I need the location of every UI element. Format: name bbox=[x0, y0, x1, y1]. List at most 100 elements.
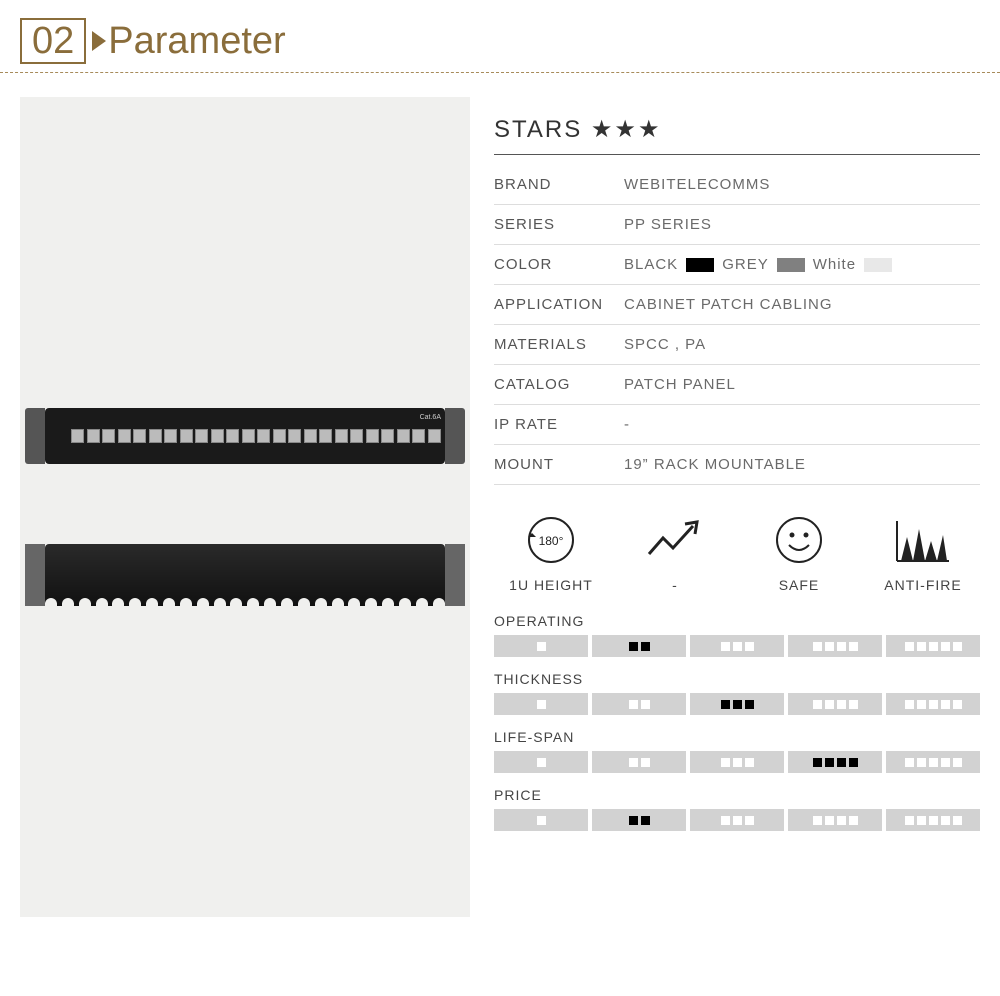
spec-row: COLORBLACKGREYWhite bbox=[494, 245, 980, 285]
rating-dot bbox=[917, 758, 926, 767]
rating-dot bbox=[537, 700, 546, 709]
rating-dot bbox=[813, 816, 822, 825]
feature-label: ANTI-FIRE bbox=[884, 577, 961, 593]
rating-dot bbox=[917, 816, 926, 825]
rating-cell bbox=[592, 809, 686, 831]
rating-cell bbox=[886, 635, 980, 657]
spec-value: BLACKGREYWhite bbox=[624, 256, 980, 273]
rotate180-icon: 180° bbox=[524, 515, 578, 565]
rating-dot bbox=[905, 758, 914, 767]
rating-dot bbox=[733, 816, 742, 825]
rating-dot bbox=[905, 816, 914, 825]
feature-item: 180° 1U HEIGHT bbox=[494, 515, 608, 593]
rj45-port bbox=[133, 429, 146, 443]
rating-dot bbox=[929, 816, 938, 825]
rj45-port bbox=[273, 429, 286, 443]
spec-label: IP RATE bbox=[494, 416, 624, 433]
spec-label: BRAND bbox=[494, 176, 624, 193]
rating-block: OPERATING bbox=[494, 613, 980, 657]
mount-ear-back-left bbox=[25, 544, 45, 606]
rating-dot bbox=[849, 642, 858, 651]
ports-row bbox=[71, 429, 442, 443]
rj45-port bbox=[366, 429, 379, 443]
spec-row: MOUNT19” RACK MOUNTABLE bbox=[494, 445, 980, 485]
feature-item: - bbox=[618, 515, 732, 593]
rating-dot bbox=[629, 700, 638, 709]
rating-cell bbox=[494, 809, 588, 831]
spec-row: IP RATE- bbox=[494, 405, 980, 445]
rating-cell bbox=[592, 635, 686, 657]
cable-guide-scallop bbox=[45, 598, 445, 614]
rating-bar bbox=[494, 635, 980, 657]
color-swatch bbox=[686, 258, 714, 272]
rj45-port bbox=[118, 429, 131, 443]
rating-dot bbox=[825, 816, 834, 825]
rating-bar bbox=[494, 809, 980, 831]
rj45-port bbox=[164, 429, 177, 443]
spec-row: BRANDWEBITELECOMMS bbox=[494, 165, 980, 205]
rating-cell bbox=[494, 693, 588, 715]
spec-label: MOUNT bbox=[494, 456, 624, 473]
feature-icons-row: 180° 1U HEIGHT - SAFE ANTI-FIRE bbox=[494, 515, 980, 593]
section-title: Parameter bbox=[108, 20, 285, 63]
spec-value: CABINET PATCH CABLING bbox=[624, 296, 980, 313]
rating-dot bbox=[629, 816, 638, 825]
flame-bars-icon bbox=[893, 515, 953, 565]
patch-panel-back bbox=[45, 544, 445, 606]
rating-cell bbox=[494, 635, 588, 657]
rating-dot bbox=[953, 816, 962, 825]
feature-item: ANTI-FIRE bbox=[866, 515, 980, 593]
rating-cell bbox=[690, 809, 784, 831]
rating-dot bbox=[825, 700, 834, 709]
rating-dot bbox=[941, 642, 950, 651]
rating-dot bbox=[629, 758, 638, 767]
rj45-port bbox=[242, 429, 255, 443]
rating-dot bbox=[537, 642, 546, 651]
color-name: BLACK bbox=[624, 256, 678, 273]
rj45-port bbox=[102, 429, 115, 443]
panel-front: Cat.6A bbox=[45, 408, 445, 464]
rating-dot bbox=[641, 758, 650, 767]
rating-dot bbox=[929, 642, 938, 651]
stars-heading: STARS ★★★ bbox=[494, 115, 980, 155]
rating-block: THICKNESS bbox=[494, 671, 980, 715]
spec-row: CATALOGPATCH PANEL bbox=[494, 365, 980, 405]
section-header: 02 Parameter bbox=[20, 18, 1000, 64]
rating-dot bbox=[745, 758, 754, 767]
spec-value: WEBITELECOMMS bbox=[624, 176, 980, 193]
rj45-port bbox=[381, 429, 394, 443]
color-name: White bbox=[813, 256, 856, 273]
rating-label: PRICE bbox=[494, 787, 980, 803]
rating-dot bbox=[733, 758, 742, 767]
rating-cell bbox=[788, 635, 882, 657]
section-number: 02 bbox=[20, 18, 86, 64]
rj45-port bbox=[180, 429, 193, 443]
mount-ear-back-right bbox=[445, 544, 465, 606]
spec-value: SPCC , PA bbox=[624, 336, 980, 353]
spec-value: PP SERIES bbox=[624, 216, 980, 233]
spec-value: PATCH PANEL bbox=[624, 376, 980, 393]
rating-dot bbox=[721, 758, 730, 767]
rating-cell bbox=[592, 693, 686, 715]
rating-dot bbox=[929, 700, 938, 709]
rj45-port bbox=[87, 429, 100, 443]
spec-label: COLOR bbox=[494, 256, 624, 273]
rating-dot bbox=[825, 758, 834, 767]
rating-dot bbox=[849, 700, 858, 709]
rating-cell bbox=[788, 809, 882, 831]
color-swatch bbox=[777, 258, 805, 272]
rating-dot bbox=[733, 642, 742, 651]
divider bbox=[0, 72, 1000, 73]
rating-dot bbox=[837, 816, 846, 825]
rj45-port bbox=[335, 429, 348, 443]
rating-label: LIFE-SPAN bbox=[494, 729, 980, 745]
rating-dot bbox=[537, 816, 546, 825]
rating-dot bbox=[813, 700, 822, 709]
rating-dot bbox=[953, 758, 962, 767]
rj45-port bbox=[319, 429, 332, 443]
smile-icon bbox=[774, 515, 824, 565]
spec-value: 19” RACK MOUNTABLE bbox=[624, 456, 980, 473]
rating-dot bbox=[953, 642, 962, 651]
rating-dot bbox=[745, 816, 754, 825]
rating-cell bbox=[886, 693, 980, 715]
